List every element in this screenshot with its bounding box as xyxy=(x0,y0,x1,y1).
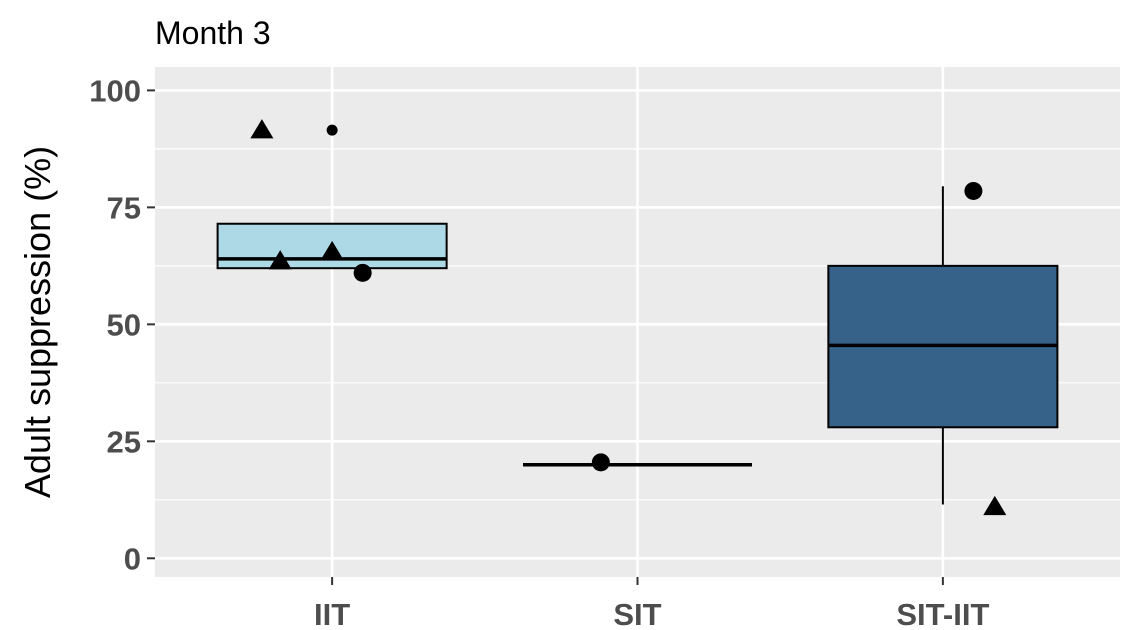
data-point-circle xyxy=(591,453,610,472)
data-point-triangle xyxy=(268,250,292,270)
box-sit-iit xyxy=(827,186,1059,505)
data-point-triangle xyxy=(983,495,1007,516)
y-tick-label: 25 xyxy=(107,424,141,459)
y-tick-label: 100 xyxy=(89,73,141,108)
data-point-circle xyxy=(964,181,983,200)
y-tick-label: 50 xyxy=(107,307,141,342)
y-axis-ticks: 0 25 50 75 100 xyxy=(89,73,155,576)
data-point-triangle xyxy=(320,240,344,261)
outlier-point xyxy=(326,124,338,136)
data-point-triangle xyxy=(250,119,274,139)
y-tick-label: 75 xyxy=(107,190,141,225)
y-axis-label: Adult suppression (%) xyxy=(17,146,58,498)
x-tick-label: IIT xyxy=(314,597,350,630)
x-axis-ticks: IIT SIT SIT-IIT xyxy=(314,577,989,630)
x-tick-label: SIT-IIT xyxy=(896,597,989,630)
data-point-circle xyxy=(353,263,372,282)
points-layer xyxy=(250,119,1007,516)
y-tick-label: 0 xyxy=(124,541,141,576)
x-tick-label: SIT xyxy=(613,597,661,630)
chart-title: Month 3 xyxy=(155,15,271,51)
